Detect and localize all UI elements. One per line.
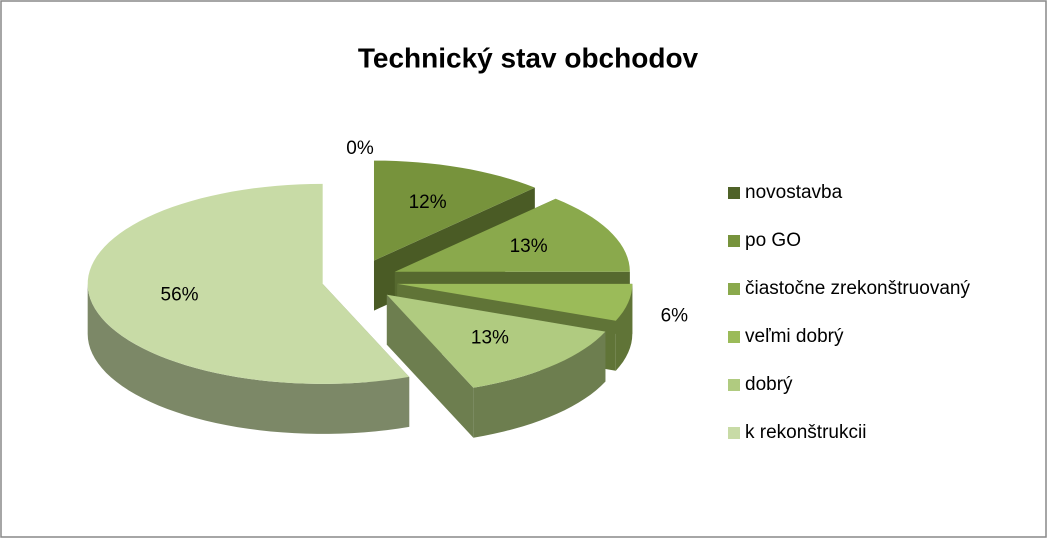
legend-swatch [728,187,740,199]
legend-swatch [728,427,740,439]
legend-label: dobrý [745,374,793,395]
data-label: 13% [471,328,509,349]
slice [386,294,606,388]
legend-label: čiastočne zrekonštruovaný [745,278,970,299]
slice [397,283,633,321]
slice-side [386,294,474,438]
legend-swatch [728,235,740,247]
slice [373,160,535,261]
legend-swatch [728,331,740,343]
data-label: 13% [510,236,548,257]
slice-wall [87,283,410,434]
data-label: 12% [409,192,447,213]
data-label: 56% [161,285,199,306]
data-label: 0% [346,138,374,159]
legend-swatch [728,283,740,295]
legend-label: k rekonštrukcii [745,422,866,443]
legend-label: veľmi dobrý [745,326,844,347]
legend-swatch [728,379,740,391]
legend-label: novostavba [745,182,843,203]
slice [87,183,410,384]
slice [394,198,630,272]
data-label: 6% [661,305,689,326]
chart-title: Technický stav obchodov [358,42,699,73]
legend-label: po GO [745,230,801,251]
